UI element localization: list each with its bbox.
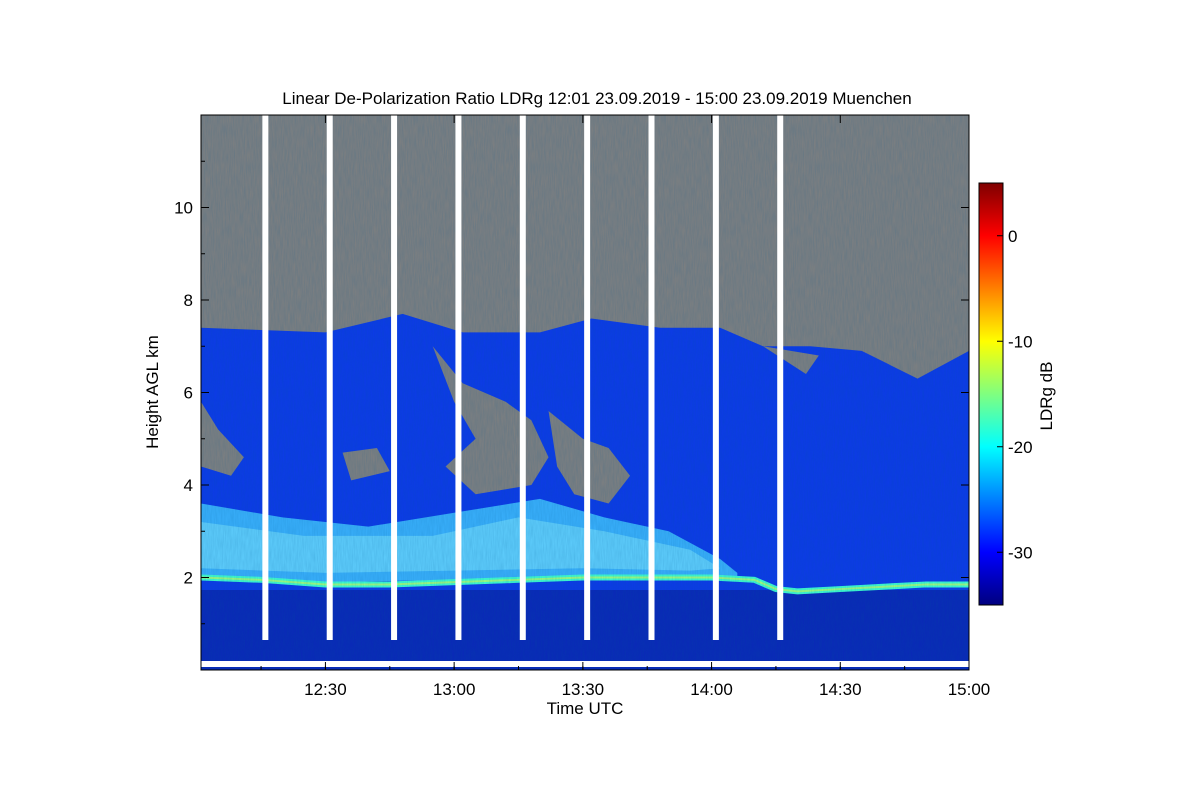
y-tick-label: 10 bbox=[174, 199, 193, 218]
data-gaps bbox=[262, 115, 784, 640]
y-tick-label: 6 bbox=[184, 384, 193, 403]
data-gap-stripe bbox=[648, 115, 655, 640]
chart-title: Linear De-Polarization Ratio LDRg 12:01 … bbox=[282, 89, 911, 108]
x-tick-label: 14:00 bbox=[690, 680, 733, 699]
colorbar-tick-label: -10 bbox=[1008, 332, 1033, 351]
x-axis: 12:30 13:00 13:30 14:00 14:30 15:00 bbox=[260, 115, 991, 699]
data-gap-stripe bbox=[455, 115, 462, 640]
colorbar-label: LDRg dB bbox=[1037, 362, 1056, 431]
data-gap-stripe bbox=[777, 115, 784, 640]
x-tick-label: 13:00 bbox=[433, 680, 476, 699]
surface-gap bbox=[201, 661, 969, 667]
y-axis-label: Height AGL km bbox=[143, 335, 162, 449]
plot-area bbox=[201, 115, 969, 670]
x-axis-label: Time UTC bbox=[547, 699, 624, 718]
data-gap-stripe bbox=[519, 115, 526, 640]
x-tick-label: 14:30 bbox=[819, 680, 862, 699]
y-tick-label: 2 bbox=[184, 569, 193, 588]
data-gap-stripe bbox=[584, 115, 591, 640]
colorbar-tick-label: -20 bbox=[1008, 438, 1033, 457]
y-axis: 2 4 6 8 10 bbox=[174, 160, 969, 625]
data-gap-stripe bbox=[391, 115, 398, 640]
data-gap-stripe bbox=[262, 115, 269, 640]
colorbar-tick-label: 0 bbox=[1008, 227, 1017, 246]
colorbar-axis: 0 -10 -20 -30 bbox=[997, 227, 1033, 562]
x-tick-label: 13:30 bbox=[562, 680, 605, 699]
x-tick-label: 15:00 bbox=[948, 680, 991, 699]
data-gap-stripe bbox=[712, 115, 719, 640]
colorbar-tick-label: -30 bbox=[1008, 543, 1033, 562]
y-tick-label: 4 bbox=[184, 476, 193, 495]
data-gap-stripe bbox=[326, 115, 333, 640]
y-tick-label: 8 bbox=[184, 291, 193, 310]
x-tick-label: 12:30 bbox=[304, 680, 347, 699]
colorbar bbox=[978, 182, 1004, 606]
